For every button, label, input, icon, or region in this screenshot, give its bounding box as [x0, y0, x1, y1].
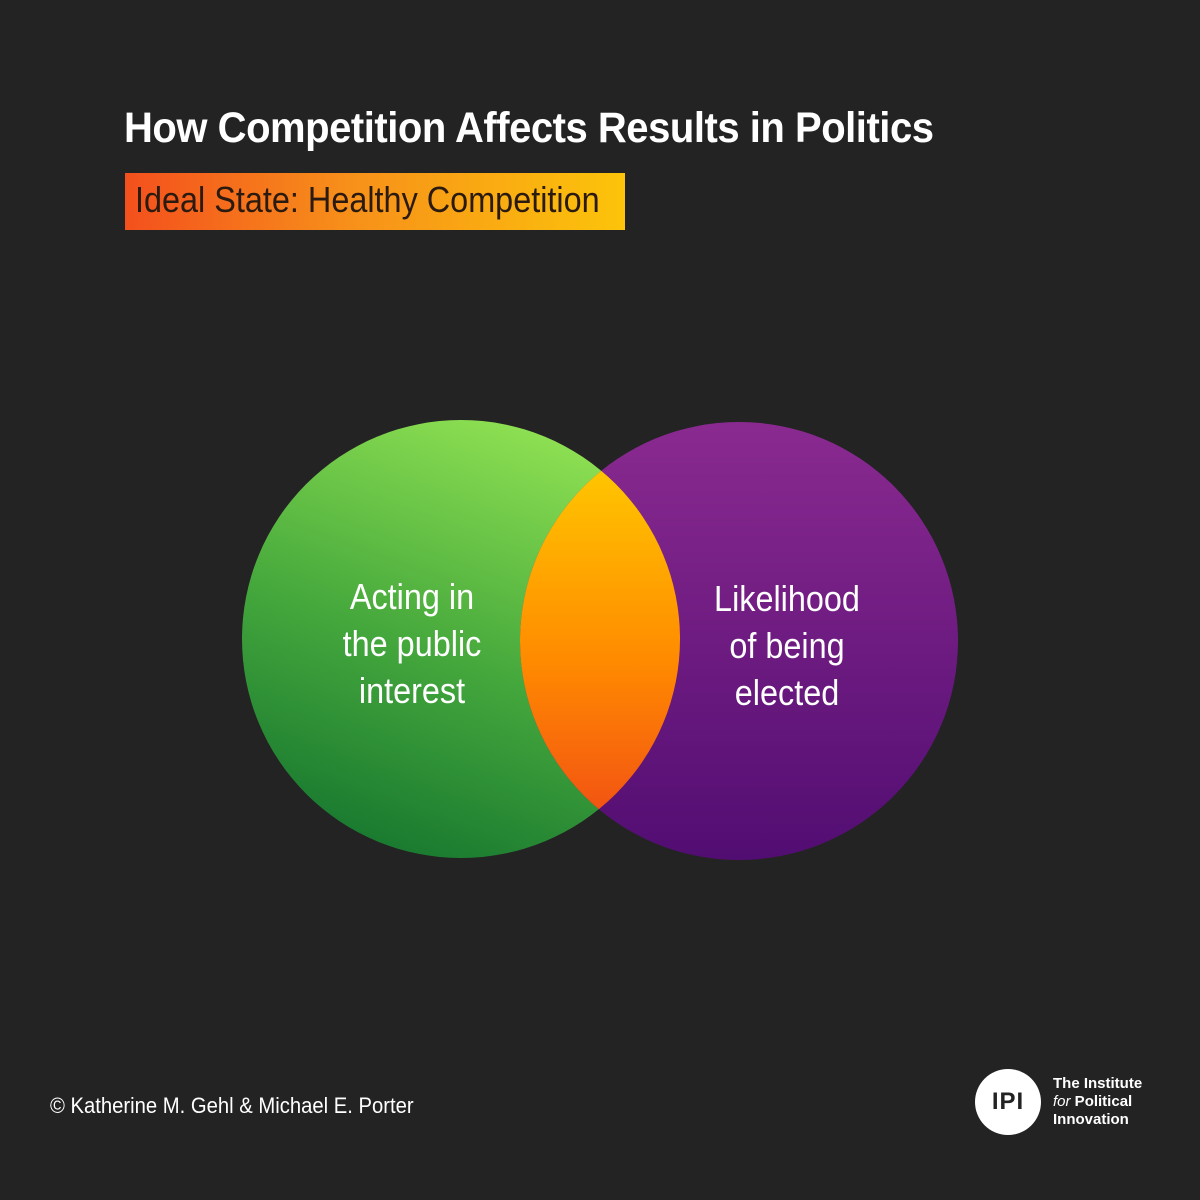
right-label-line: of being [729, 625, 845, 666]
subtitle-text: Ideal State: Healthy Competition [135, 179, 600, 220]
right-circle-label: Likelihood of being elected [670, 575, 904, 716]
copyright-notice: © Katherine M. Gehl & Michael E. Porter [50, 1093, 414, 1118]
org-line-rest: Political [1070, 1093, 1133, 1110]
subtitle-banner: Ideal State: Healthy Competition [125, 173, 625, 230]
venn-overlap-region [520, 422, 680, 858]
org-line-italic: for [1053, 1093, 1071, 1110]
ipi-logo: IPI [975, 1069, 1041, 1135]
page-title: How Competition Affects Results in Polit… [124, 104, 934, 152]
right-label-line: Likelihood [714, 578, 860, 619]
org-line: Innovation [1053, 1111, 1129, 1128]
left-label-line: Acting in [349, 576, 475, 617]
org-line: for Political [1053, 1093, 1142, 1111]
left-label-line: the public [342, 623, 482, 664]
logo-text: IPI [991, 1088, 1025, 1115]
org-line: The Institute [1053, 1075, 1143, 1092]
organization-name: The Institute for Political Innovation [1053, 1075, 1142, 1129]
left-circle-label: Acting in the public interest [295, 573, 529, 714]
right-label-line: elected [734, 672, 840, 713]
left-label-line: interest [358, 670, 466, 711]
